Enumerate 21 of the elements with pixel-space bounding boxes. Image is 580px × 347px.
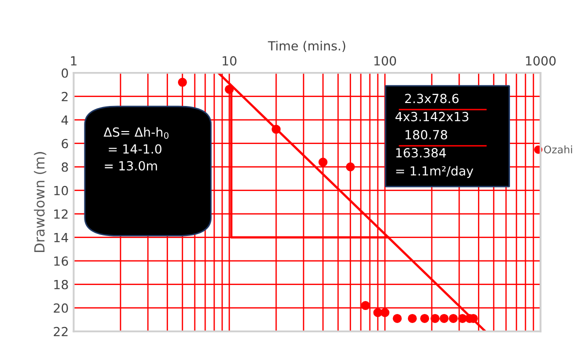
y-tick-label: 12 bbox=[54, 209, 68, 219]
legend-label: Ozahi bbox=[544, 145, 572, 154]
y-axis-title: Drawdown (m) bbox=[34, 152, 46, 252]
x-tick-label: 1 bbox=[71, 56, 76, 66]
x-tick-label: 10 bbox=[222, 56, 236, 66]
y-tick-label: 18 bbox=[54, 280, 68, 290]
y-tick-label: 8 bbox=[62, 162, 68, 172]
y-tick-label: 4 bbox=[61, 116, 68, 125]
y-tick-label: 20 bbox=[54, 303, 68, 313]
y-tick-label: 14 bbox=[54, 233, 68, 242]
x-tick-label: 100 bbox=[374, 56, 396, 66]
y-tick-label: 2 bbox=[62, 92, 68, 102]
y-tick-label: 6 bbox=[62, 138, 68, 148]
y-tick-label: 10 bbox=[54, 186, 68, 196]
x-axis-title: Time (mins.) bbox=[268, 40, 346, 52]
annotation: ΔS= Δh-h$_{0}$ = 14-1.0 = 13.0m bbox=[104, 127, 168, 171]
y-tick-label: 16 bbox=[54, 256, 68, 266]
y-tick-label: 22 bbox=[54, 326, 68, 336]
annotation: 2.3x78.6 4x3.142x13 180.78 163.384 = 1.1m²/day bbox=[396, 94, 474, 178]
y-tick-label: 0 bbox=[62, 68, 68, 78]
x-tick-label: 1000 bbox=[526, 56, 556, 66]
